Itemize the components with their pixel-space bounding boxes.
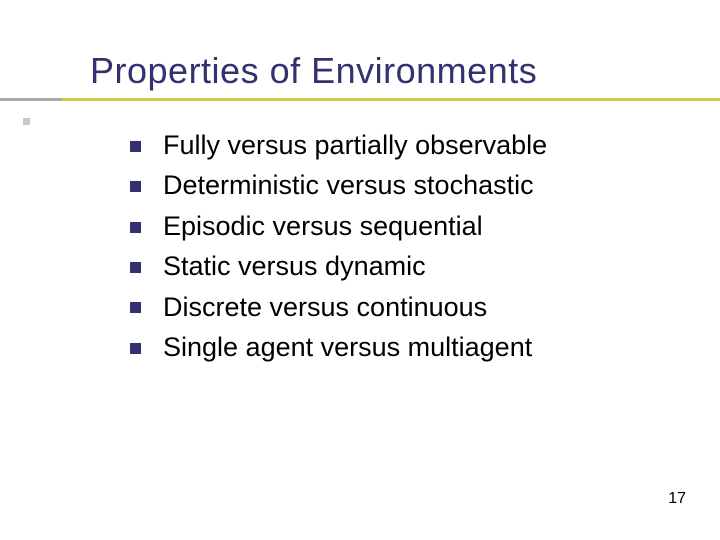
list-item: Discrete versus continuous bbox=[130, 289, 660, 325]
list-item: Fully versus partially observable bbox=[130, 127, 660, 163]
page-number: 17 bbox=[668, 490, 686, 508]
list-item: Single agent versus multiagent bbox=[130, 329, 660, 365]
bullet-square-icon bbox=[130, 141, 141, 152]
slide-title: Properties of Environments bbox=[90, 50, 660, 92]
bullet-text: Deterministic versus stochastic bbox=[163, 167, 534, 203]
list-item: Static versus dynamic bbox=[130, 248, 660, 284]
bullet-square-icon bbox=[130, 181, 141, 192]
list-item: Episodic versus sequential bbox=[130, 208, 660, 244]
decor-square-icon bbox=[23, 118, 30, 125]
title-underline bbox=[0, 98, 720, 101]
bullet-text: Single agent versus multiagent bbox=[163, 329, 532, 365]
bullet-text: Fully versus partially observable bbox=[163, 127, 547, 163]
bullet-square-icon bbox=[130, 302, 141, 313]
bullet-square-icon bbox=[130, 262, 141, 273]
bullet-text: Static versus dynamic bbox=[163, 248, 426, 284]
bullet-square-icon bbox=[130, 222, 141, 233]
bullet-list: Fully versus partially observable Determ… bbox=[130, 127, 660, 366]
bullet-square-icon bbox=[130, 343, 141, 354]
slide-container: Properties of Environments Fully versus … bbox=[0, 0, 720, 540]
underline-segment-right bbox=[62, 98, 720, 101]
underline-segment-left bbox=[0, 98, 62, 101]
list-item: Deterministic versus stochastic bbox=[130, 167, 660, 203]
bullet-text: Episodic versus sequential bbox=[163, 208, 483, 244]
bullet-text: Discrete versus continuous bbox=[163, 289, 487, 325]
